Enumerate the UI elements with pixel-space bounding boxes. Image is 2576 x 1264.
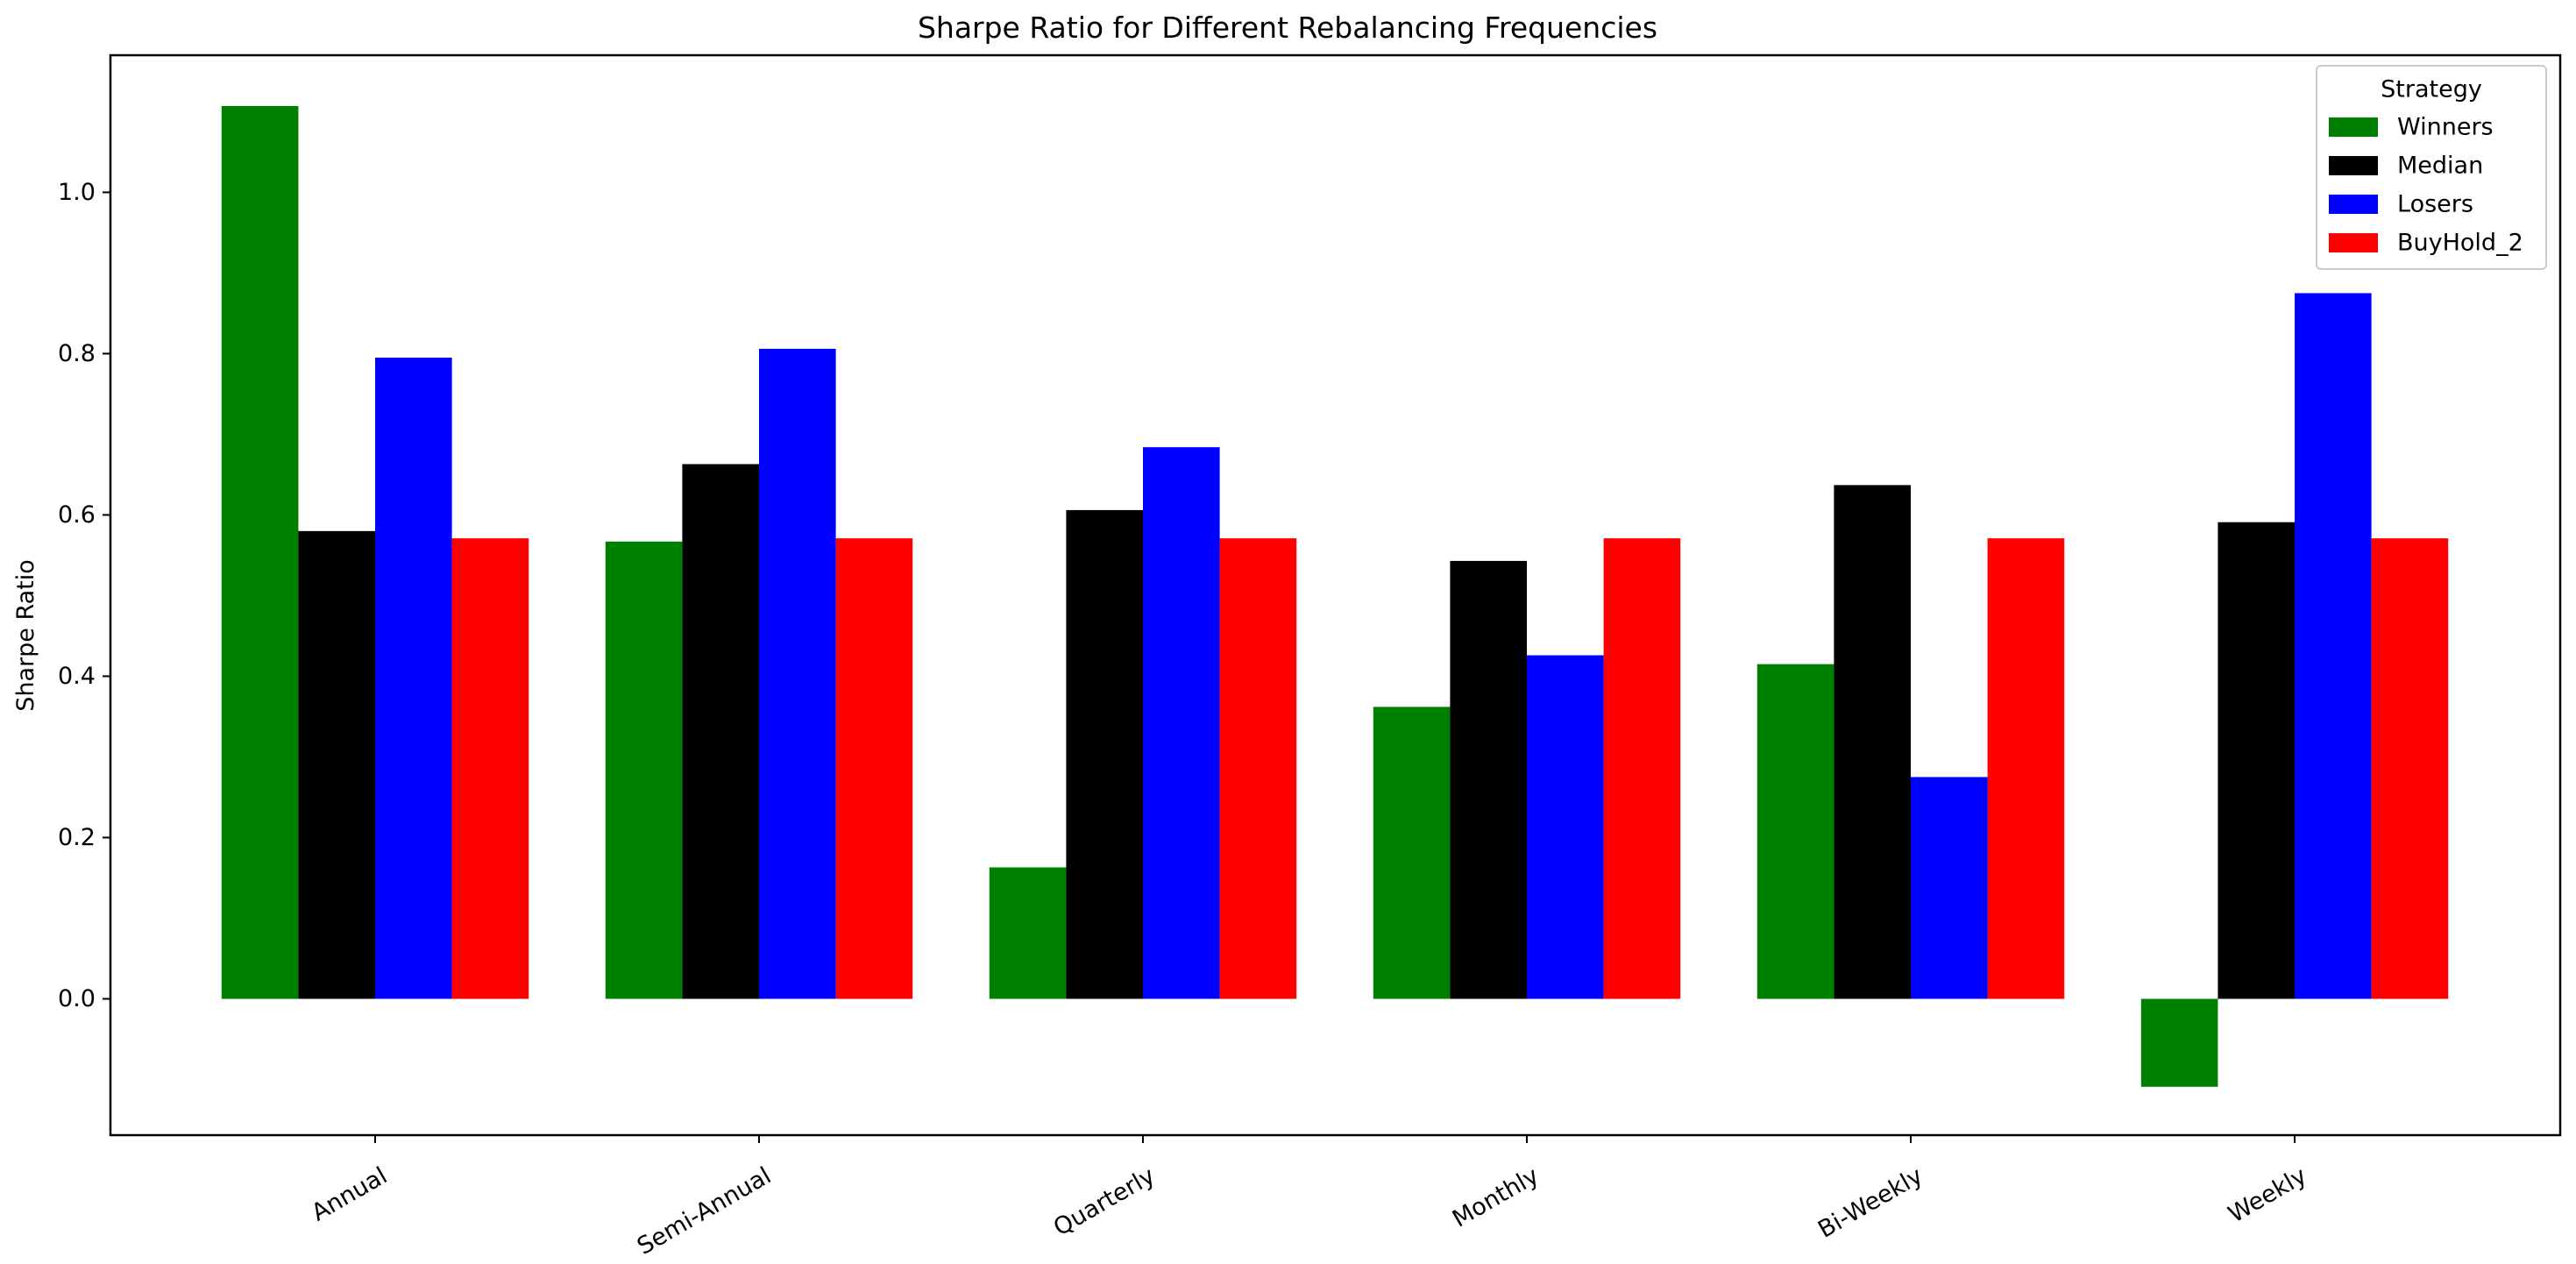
bar-winners-annual [221, 105, 299, 999]
y-tick-label: 0.6 [58, 501, 96, 529]
bar-winners-monthly [1373, 707, 1451, 999]
bar-losers-bi-weekly [1911, 777, 1988, 999]
bar-buyhold_2-annual [451, 538, 529, 999]
bar-winners-bi-weekly [1756, 664, 1834, 999]
bar-losers-quarterly [1143, 447, 1220, 999]
bar-buyhold_2-quarterly [1219, 538, 1297, 999]
x-tick-label: Bi-Weekly [1813, 1162, 1927, 1244]
bar-winners-quarterly [989, 867, 1067, 999]
legend-label-winners: Winners [2397, 114, 2494, 141]
bar-losers-weekly [2295, 293, 2372, 999]
bar-buyhold_2-semi-annual [835, 538, 913, 999]
bar-median-quarterly [1066, 509, 1143, 999]
bar-losers-monthly [1527, 655, 1604, 999]
bar-losers-annual [375, 358, 452, 999]
bar-median-annual [298, 530, 375, 999]
bar-median-bi-weekly [1834, 485, 1911, 999]
bar-winners-weekly [2140, 998, 2218, 1087]
bar-median-monthly [1450, 560, 1527, 999]
bar-losers-semi-annual [759, 348, 836, 999]
x-tick-label: Monthly [1448, 1162, 1543, 1233]
legend-label-buyhold_2: BuyHold_2 [2397, 230, 2523, 257]
y-tick-label: 0.0 [58, 985, 96, 1012]
legend-box [2316, 65, 2547, 270]
y-tick-label: 1.0 [58, 179, 96, 206]
bar-median-semi-annual [682, 464, 759, 999]
bar-median-weekly [2218, 522, 2295, 999]
bar-buyhold_2-weekly [2371, 538, 2449, 999]
x-tick-label: Quarterly [1049, 1162, 1160, 1242]
y-tick-label: 0.4 [58, 663, 96, 690]
legend-title: Strategy [2381, 76, 2482, 103]
chart-title: Sharpe Ratio for Different Rebalancing F… [918, 11, 1657, 45]
legend-swatch-losers [2329, 195, 2378, 214]
x-tick-label: Weekly [2224, 1162, 2311, 1229]
plot-area-frame [109, 53, 2562, 1137]
legend-swatch-buyhold_2 [2329, 233, 2378, 252]
x-tick-label: Semi-Annual [633, 1162, 776, 1260]
bar-winners-semi-annual [605, 541, 683, 999]
y-tick-label: 0.8 [58, 340, 96, 367]
y-axis-label: Sharpe Ratio [12, 559, 39, 712]
y-tick-label: 0.2 [58, 824, 96, 851]
bar-buyhold_2-bi-weekly [1987, 538, 2065, 999]
legend-label-median: Median [2397, 153, 2483, 180]
legend-label-losers: Losers [2397, 191, 2473, 218]
bar-buyhold_2-monthly [1603, 538, 1681, 999]
x-tick-label: Annual [307, 1162, 392, 1227]
legend-swatch-winners [2329, 117, 2378, 137]
legend-swatch-median [2329, 156, 2378, 175]
